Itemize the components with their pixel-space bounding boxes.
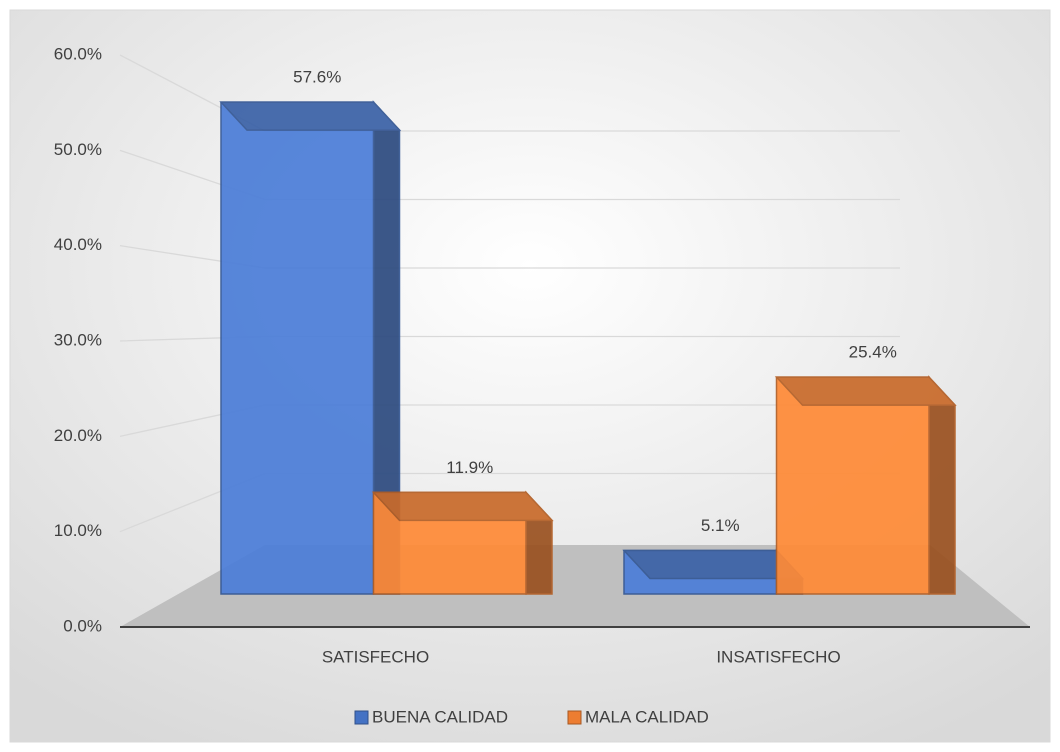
y-tick-label: 0.0% <box>63 616 102 635</box>
bar <box>219 100 402 595</box>
data-label: 11.9% <box>446 458 493 477</box>
data-label: 5.1% <box>701 516 740 535</box>
bar-top <box>622 549 805 580</box>
data-label: 57.6% <box>293 68 341 87</box>
bar-top <box>219 101 402 131</box>
y-tick-label: 10.0% <box>54 521 102 540</box>
y-tick-label: 20.0% <box>54 426 102 445</box>
x-tick-label: SATISFECHO <box>322 647 429 666</box>
data-label: 25.4% <box>849 343 897 362</box>
legend-label: MALA CALIDAD <box>585 707 709 726</box>
bar <box>622 548 805 595</box>
legend-label: BUENA CALIDAD <box>372 707 508 726</box>
x-tick-label: INSATISFECHO <box>716 647 840 666</box>
bar <box>774 375 957 595</box>
legend-swatch <box>567 710 582 725</box>
y-tick-label: 30.0% <box>54 330 102 349</box>
y-tick-label: 40.0% <box>54 235 102 254</box>
bar-top <box>371 491 554 522</box>
chart-area <box>9 9 1051 743</box>
legend-swatch <box>354 710 369 725</box>
bar <box>371 490 554 595</box>
bar-side <box>928 375 956 595</box>
bar-front <box>220 101 375 595</box>
y-tick-label: 50.0% <box>54 140 102 159</box>
bar-front <box>775 376 930 595</box>
bar-top <box>774 376 957 406</box>
y-tick-label: 60.0% <box>54 44 102 63</box>
